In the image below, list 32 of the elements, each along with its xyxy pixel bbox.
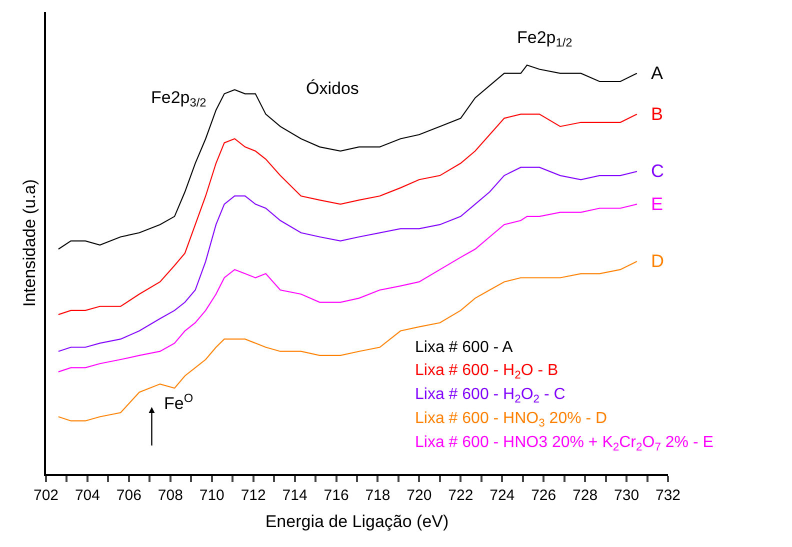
- x-tick-label: 732: [655, 487, 681, 504]
- x-tick-label: 728: [572, 487, 598, 504]
- x-tick-label: 702: [33, 487, 59, 504]
- annotation: C: [651, 161, 664, 181]
- text: Lixa # 600 - A: [415, 339, 514, 356]
- x-tick-label: 730: [614, 487, 640, 504]
- x-tick-label: 722: [448, 487, 474, 504]
- annotation: Fe$^{O}$: [164, 391, 194, 414]
- annotation: A: [651, 63, 664, 83]
- x-tick-label: 704: [74, 487, 100, 504]
- x-tick-label: 708: [158, 487, 183, 504]
- x-tick-label: 706: [116, 487, 142, 504]
- x-tick-label: 714: [282, 487, 308, 504]
- x-tick-label: 710: [199, 487, 224, 504]
- x-tick-label: 712: [240, 487, 266, 504]
- annotation: Óxidos: [306, 79, 359, 98]
- x-tick-label: 718: [365, 487, 390, 504]
- annotation: E: [651, 194, 664, 214]
- text: Lixa # 600 - H$_{2}$O$_{2}$ - C: [415, 386, 566, 406]
- text: Lixa # 600 - HNO$_{3}$ 20% - D: [415, 410, 608, 430]
- text: Fe2p$_{1/2}$: [517, 28, 573, 50]
- annotation: Fe2p$_{3/2}$: [151, 88, 207, 110]
- x-tick-label: 716: [324, 487, 349, 504]
- annotation: B: [651, 104, 664, 124]
- x-tick-label: 726: [531, 487, 556, 504]
- x-axis-title: Energia de Ligação (eV): [265, 512, 449, 531]
- text: Lixa # 600 - HNO3 20% + K$_{2}$Cr$_{2}$O$_{7}$ 2% - E: [415, 434, 714, 454]
- text: Lixa # 600 - H$_{2}$O - B: [415, 362, 558, 382]
- y-axis-title: Intensidade (u.a): [20, 179, 40, 307]
- x-tick-label: 720: [406, 487, 432, 504]
- annotation: D: [651, 251, 664, 271]
- x-tick-label: 724: [490, 487, 515, 504]
